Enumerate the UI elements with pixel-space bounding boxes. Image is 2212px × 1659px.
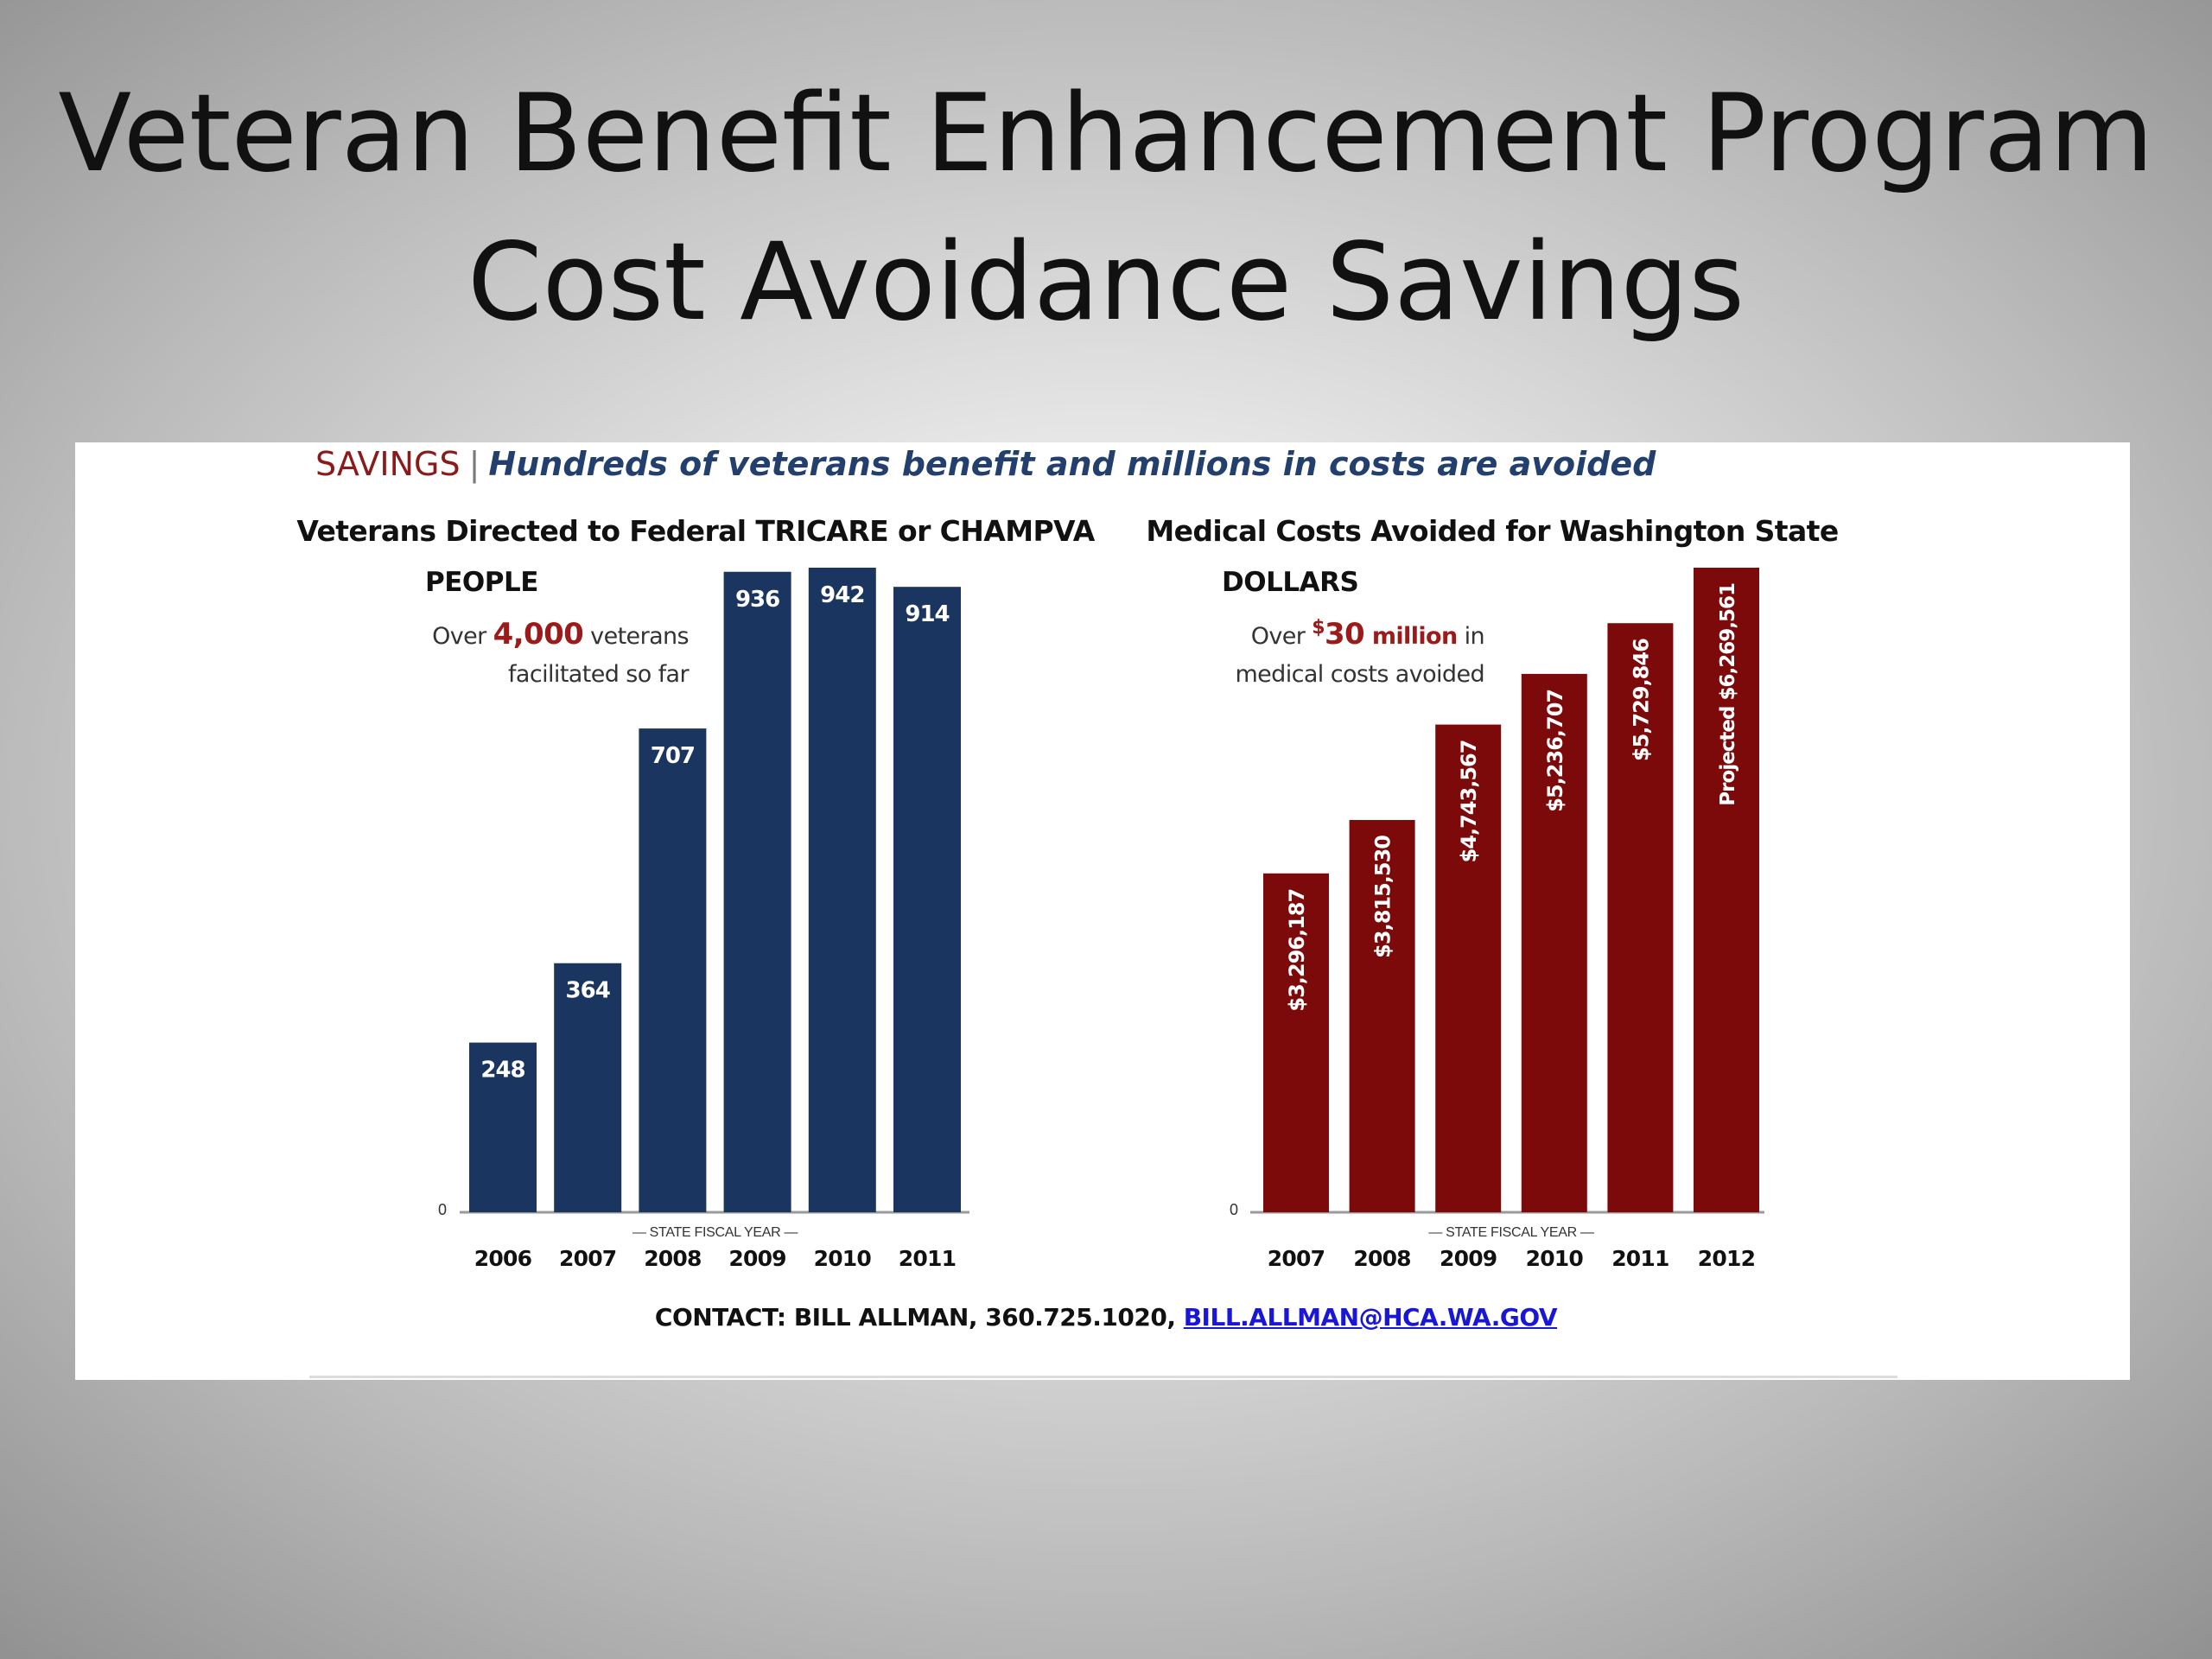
bar-2010 [1521, 673, 1587, 1212]
bar-2007 [554, 963, 622, 1212]
bar-2008 [639, 728, 707, 1212]
unit-label: PEOPLE [425, 567, 538, 598]
x-tick-label: 2006 [474, 1246, 532, 1271]
bar-2010 [808, 568, 876, 1212]
data-label: $3,296,187 [1285, 889, 1309, 1012]
savings-label: SAVINGS [315, 445, 461, 483]
data-label: $4,743,567 [1457, 741, 1481, 863]
contact-email-link[interactable]: BILL.ALLMAN@HCA.WA.GOV [1183, 1303, 1558, 1332]
x-axis-label: — STATE FISCAL YEAR — [1428, 1225, 1594, 1240]
x-tick-label: 2009 [728, 1246, 785, 1271]
x-tick-label: 2008 [644, 1246, 701, 1271]
contact-text: CONTACT: BILL ALLMAN, 360.725.1020, [654, 1303, 1176, 1332]
data-label: Projected $6,269,561 [1717, 583, 1739, 806]
data-label: 936 [735, 587, 779, 613]
bar-2006 [469, 1042, 537, 1212]
annotation-line1: Over 4,000 veterans [432, 617, 689, 652]
data-label: 942 [820, 582, 864, 608]
panel-underline [309, 1376, 1897, 1378]
data-label: $5,236,707 [1543, 690, 1567, 812]
x-tick-label: 2010 [1526, 1246, 1584, 1271]
bar-2012 [1694, 568, 1759, 1212]
data-label: 914 [905, 601, 949, 627]
data-label: 364 [566, 978, 610, 1004]
chart-title: Medical Costs Avoided for Washington Sta… [1146, 514, 1838, 548]
x-tick-label: 2007 [1268, 1246, 1325, 1271]
x-tick-label: 2011 [1611, 1246, 1669, 1271]
slide-title-line2: Cost Avoidance Savings [467, 220, 1745, 345]
data-label: 248 [480, 1058, 524, 1084]
x-tick-label: 2008 [1353, 1246, 1410, 1271]
y-tick-label: 0 [1230, 1201, 1238, 1218]
bar-2011 [893, 587, 961, 1212]
annotation-line2: facilitated so far [508, 661, 690, 688]
bar-2008 [1349, 819, 1415, 1212]
savings-separator: | [468, 445, 480, 483]
bar-2009 [723, 571, 791, 1212]
bar-2009 [1435, 724, 1502, 1212]
unit-label: DOLLARS [1222, 567, 1358, 598]
data-label: $5,729,846 [1629, 639, 1653, 761]
x-tick-label: 2007 [559, 1246, 616, 1271]
y-tick-label: 0 [438, 1201, 447, 1218]
x-axis-label: — STATE FISCAL YEAR — [632, 1225, 798, 1240]
savings-tagline: Hundreds of veterans benefit and million… [488, 445, 1656, 483]
x-tick-label: 2011 [899, 1246, 956, 1271]
chart-title: Veterans Directed to Federal TRICARE or … [296, 514, 1095, 548]
contact-line: CONTACT: BILL ALLMAN, 360.725.1020, BILL… [0, 1303, 2212, 1332]
data-label: 707 [651, 743, 695, 769]
x-tick-label: 2012 [1698, 1246, 1755, 1271]
x-tick-label: 2009 [1440, 1246, 1497, 1271]
bar-2011 [1607, 623, 1674, 1212]
savings-heading: SAVINGS | Hundreds of veterans benefit and… [315, 445, 1656, 483]
bar-2007 [1263, 873, 1329, 1212]
annotation-line1: Over $30 million in [1251, 617, 1484, 652]
data-label: $3,815,530 [1371, 836, 1395, 958]
infographic-panel [75, 442, 2130, 1380]
slide-title-line1: Veteran Benefit Enhancement Program [58, 72, 2154, 196]
x-tick-label: 2010 [814, 1246, 872, 1271]
annotation-line2: medical costs avoided [1235, 661, 1484, 688]
